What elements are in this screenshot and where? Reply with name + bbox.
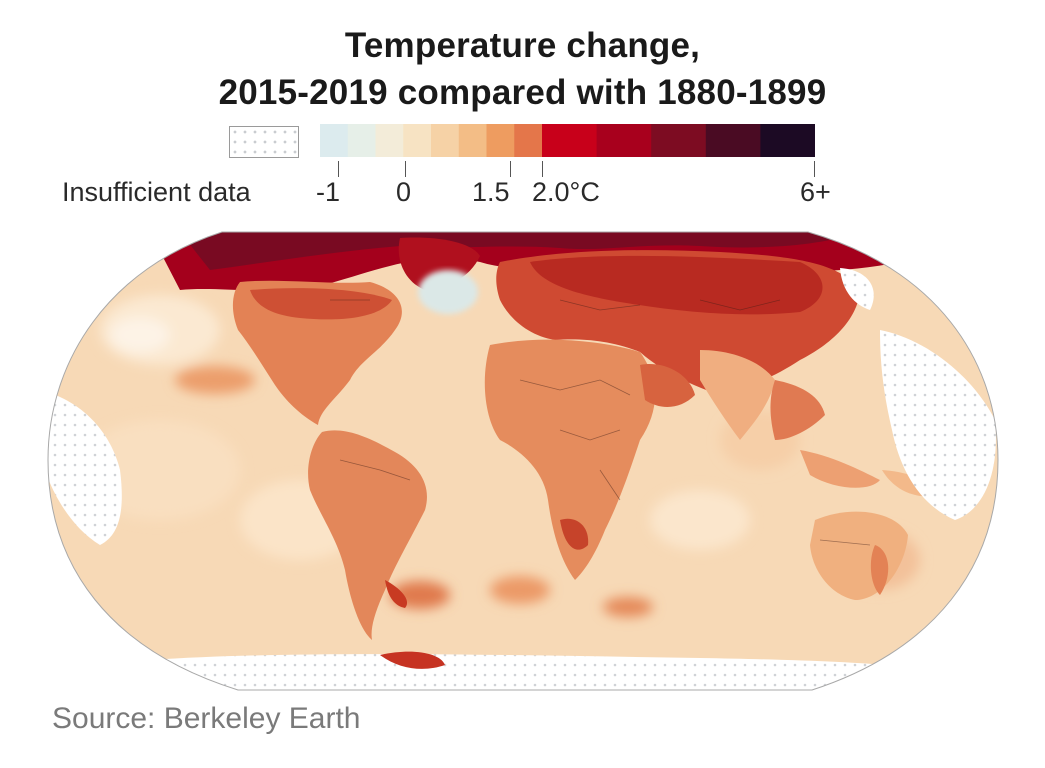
legend-color-step bbox=[542, 124, 598, 157]
insufficient-data-swatch bbox=[229, 126, 299, 158]
title-line-1: Temperature change, bbox=[344, 26, 701, 65]
south-america bbox=[308, 430, 427, 640]
legend-color-step bbox=[760, 124, 815, 157]
source-credit: Source: Berkeley Earth bbox=[52, 702, 361, 735]
insufficient-data-label: Insufficient data bbox=[62, 177, 251, 207]
legend-color-step bbox=[375, 124, 404, 157]
tick-mark-0 bbox=[405, 161, 406, 177]
legend-color-step bbox=[596, 124, 652, 157]
eurasia bbox=[496, 250, 860, 395]
indonesia bbox=[800, 450, 880, 488]
legend-color-step bbox=[347, 124, 377, 157]
south-asia bbox=[700, 350, 775, 440]
title-line-2: 2015-2019 compared with 1880-1899 bbox=[218, 73, 827, 112]
tick-label-neg1: -1 bbox=[316, 177, 341, 207]
greenland bbox=[398, 237, 480, 290]
legend-color-step bbox=[486, 124, 515, 157]
arabian-peninsula bbox=[640, 364, 695, 407]
country-borders bbox=[330, 299, 871, 546]
tick-mark-6 bbox=[814, 161, 815, 177]
legend-color-step bbox=[403, 124, 432, 157]
arctic-warming-band bbox=[150, 232, 900, 291]
arctic-extreme-band bbox=[180, 232, 860, 270]
tick-mark-1-5 bbox=[510, 161, 511, 177]
tick-label-6plus: 6+ bbox=[800, 177, 831, 207]
australia bbox=[810, 511, 908, 600]
africa bbox=[484, 339, 655, 580]
tick-label-2: 2.0°C bbox=[532, 177, 600, 207]
legend-color-step bbox=[651, 124, 707, 157]
ocean-anomaly-patterns bbox=[80, 295, 920, 617]
north-america bbox=[232, 280, 402, 425]
tick-mark-2 bbox=[542, 161, 543, 177]
legend-color-step bbox=[514, 124, 543, 157]
map-outline bbox=[47, 231, 999, 691]
nodata-east-pacific bbox=[880, 330, 996, 520]
north-atlantic-cold-blob bbox=[418, 270, 478, 314]
nodata-west-pacific bbox=[48, 390, 122, 545]
antarctica bbox=[150, 654, 920, 690]
tick-label-0: 0 bbox=[396, 177, 412, 207]
ocean-background bbox=[48, 232, 998, 690]
color-scale-bar bbox=[320, 124, 815, 157]
legend-color-step bbox=[705, 124, 761, 157]
legend-color-step bbox=[431, 124, 460, 157]
tick-label-1-5: 1.5 bbox=[472, 177, 510, 207]
legend-color-step bbox=[320, 124, 349, 157]
nodata-north-pacific bbox=[840, 268, 874, 310]
legend-color-step bbox=[458, 124, 488, 157]
tick-mark-neg1 bbox=[338, 161, 339, 177]
